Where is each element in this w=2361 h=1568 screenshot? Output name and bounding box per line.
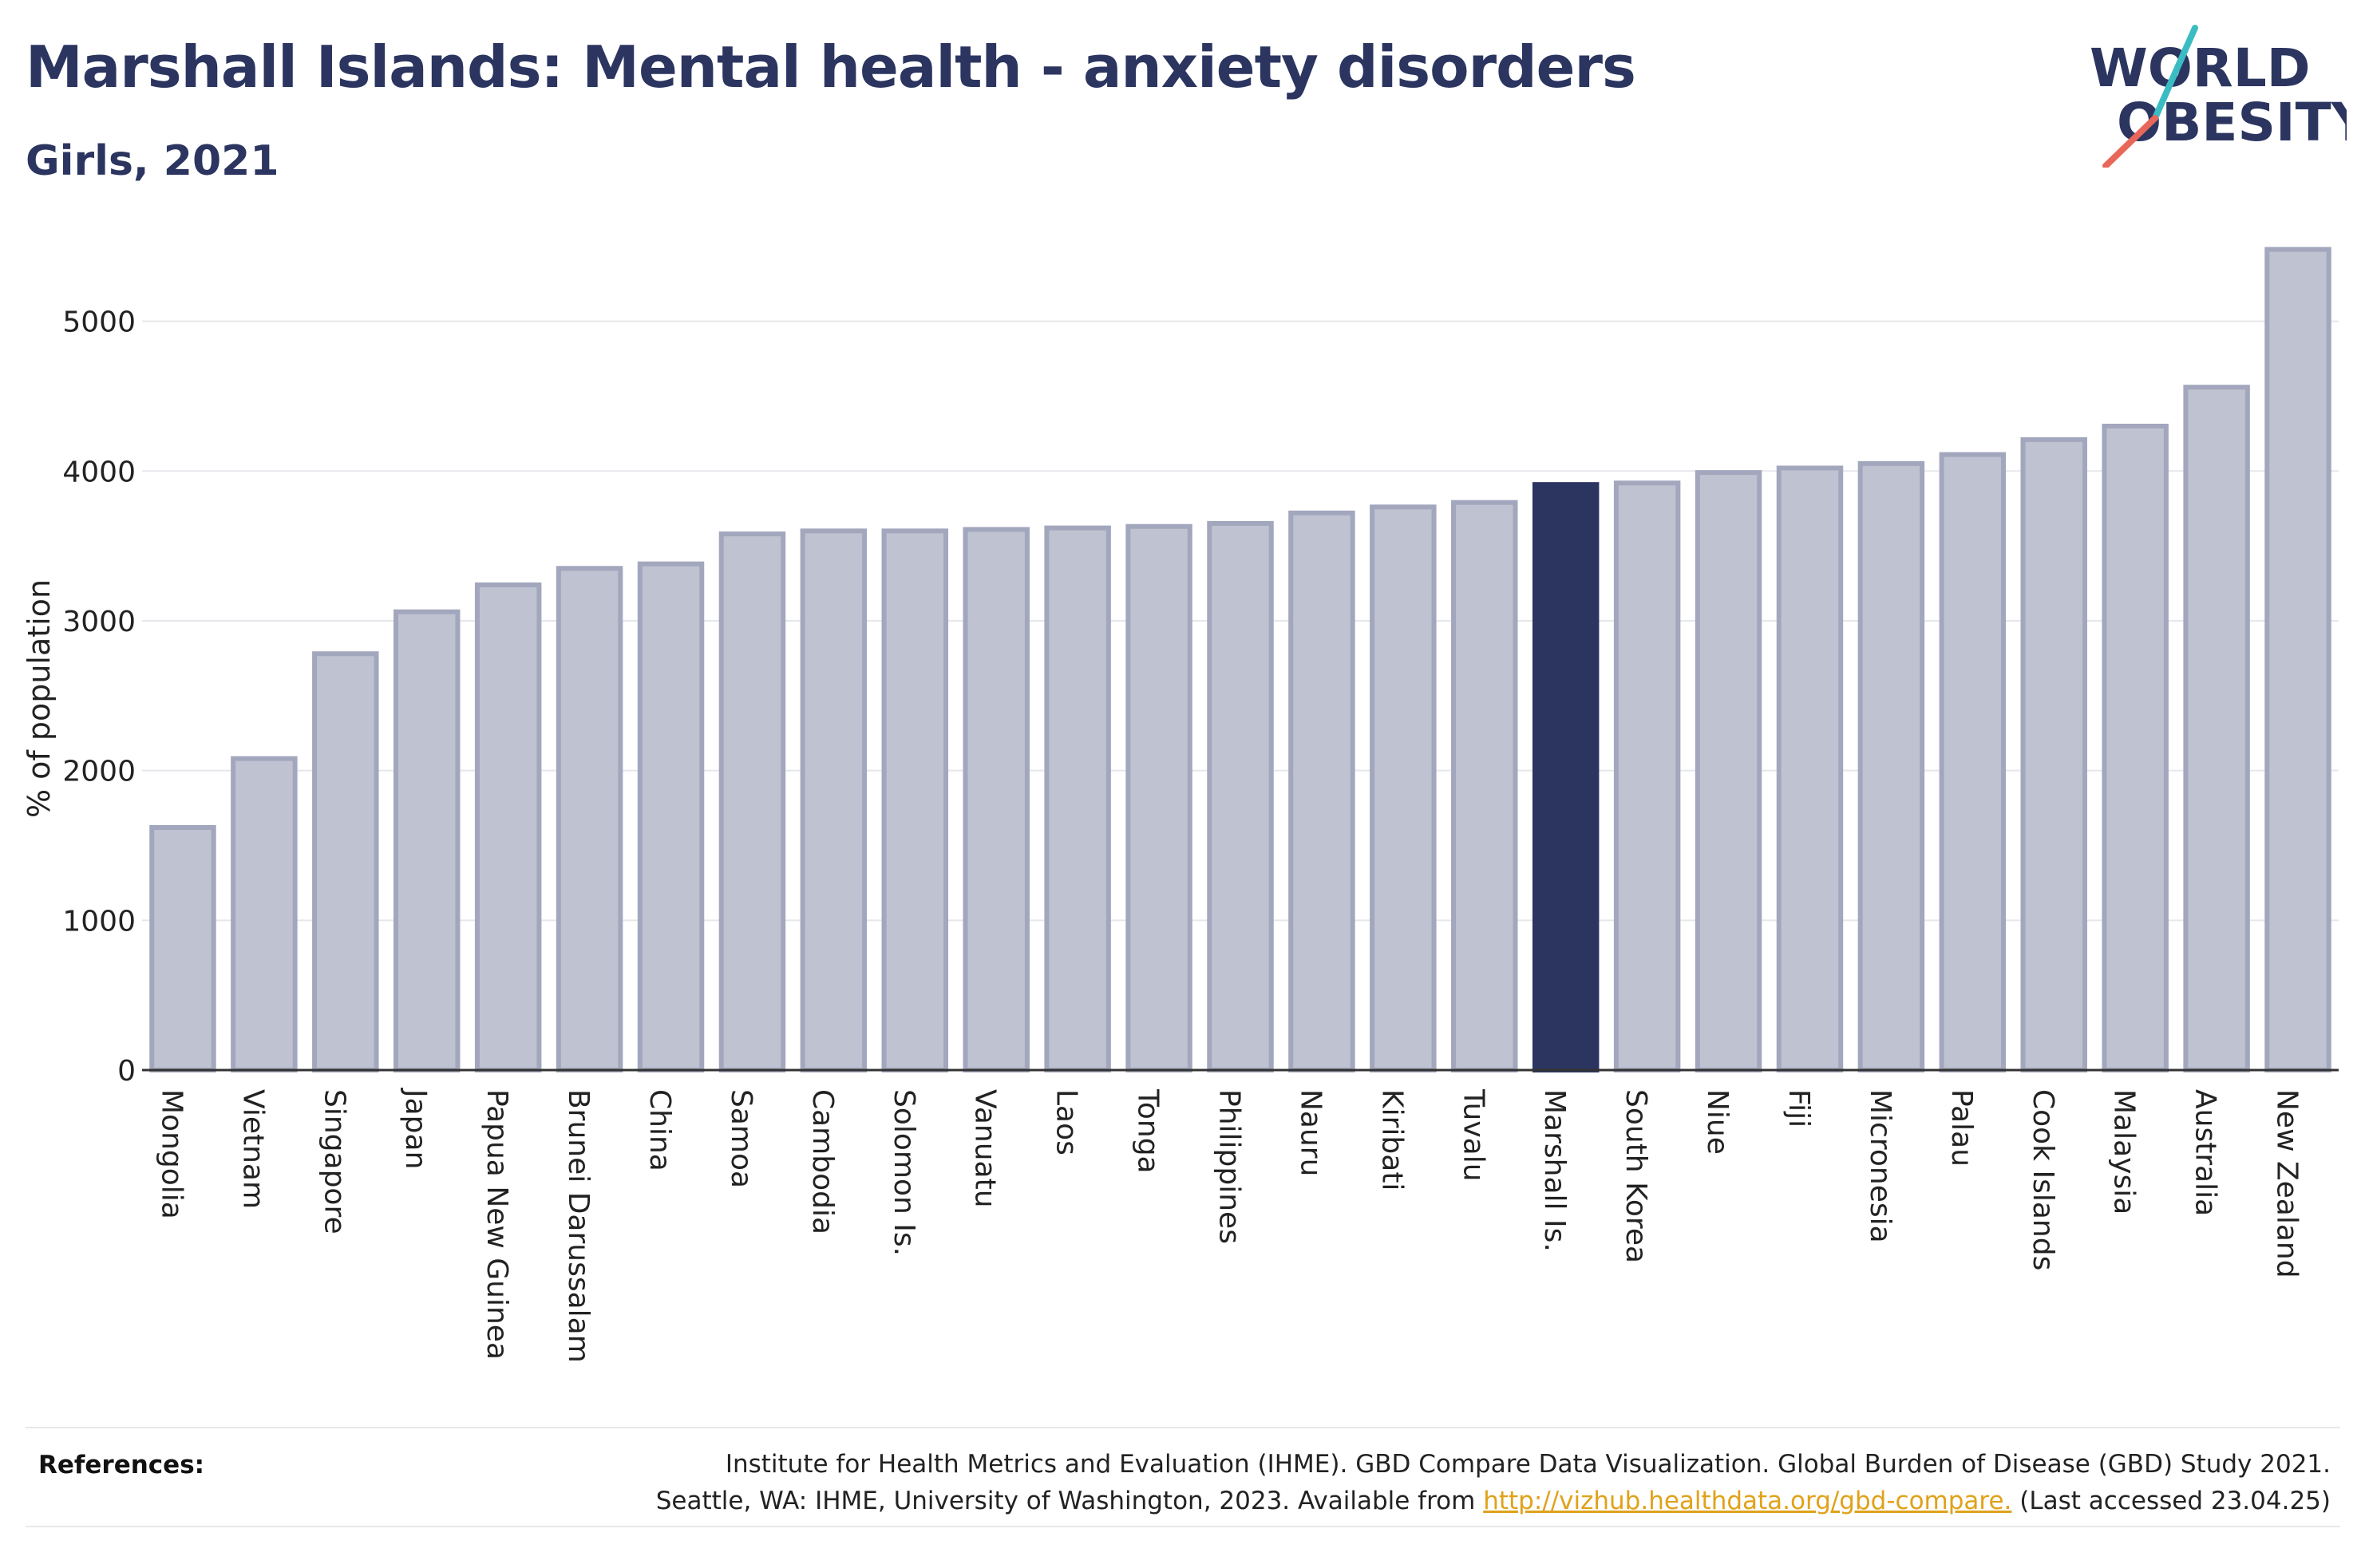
bar-vietnam <box>231 756 298 1073</box>
bar-cook-islands <box>2020 436 2087 1072</box>
bar-palau <box>1939 452 2007 1072</box>
x-tick-label: Tuvalu <box>1457 1088 1489 1182</box>
references-line-2-prefix: Seattle, WA: IHME, University of Washing… <box>655 1487 1484 1515</box>
bar-papua-new-guinea <box>474 582 542 1072</box>
y-tick-label: 5000 <box>62 306 136 339</box>
bar-tuvalu <box>1451 500 1518 1072</box>
bar-micronesia <box>1857 460 1925 1072</box>
x-tick-label: Marshall Is. <box>1538 1089 1571 1252</box>
x-tick-label: Niue <box>1701 1089 1734 1155</box>
references-label: References: <box>38 1451 205 1479</box>
x-tick-label: Fiji <box>1782 1089 1815 1128</box>
references-line-2-suffix: (Last accessed 23.04.25) <box>2011 1487 2331 1515</box>
x-tick-label: Nauru <box>1294 1089 1327 1176</box>
x-tick-label: Japan <box>399 1088 432 1169</box>
references-divider-top <box>26 1427 2340 1428</box>
bar-philippines <box>1207 520 1274 1072</box>
x-tick-label: Laos <box>1050 1089 1083 1155</box>
x-tick-label: Samoa <box>725 1089 757 1188</box>
x-tick-label: South Korea <box>1619 1089 1652 1263</box>
bar-tonga <box>1125 523 1192 1072</box>
references-line-2: Seattle, WA: IHME, University of Washing… <box>495 1483 2331 1519</box>
bar-mongolia <box>149 824 216 1072</box>
bar-niue <box>1695 470 1762 1072</box>
x-tick-label: Tonga <box>1132 1088 1165 1174</box>
logo-text-world: WORLD <box>2090 38 2311 99</box>
x-tick-label: New Zealand <box>2271 1089 2304 1278</box>
bar-laos <box>1044 525 1111 1072</box>
bar-fiji <box>1776 465 1844 1072</box>
y-axis-label: % of population <box>22 579 57 818</box>
x-tick-label: Singapore <box>318 1089 350 1234</box>
y-tick-label: 1000 <box>62 905 136 938</box>
y-tick-label: 4000 <box>62 456 136 488</box>
x-tick-label: Kiribati <box>1375 1089 1408 1191</box>
bar-singapore <box>312 651 379 1072</box>
bar-marshall-is <box>1532 482 1600 1072</box>
x-tick-label: Vanuatu <box>969 1089 1002 1208</box>
bar-cambodia <box>800 528 868 1072</box>
x-tick-label: Malaysia <box>2108 1089 2141 1215</box>
bar-japan <box>394 609 461 1072</box>
x-tick-label: Brunei Darussalam <box>562 1089 595 1363</box>
x-tick-label: Solomon Is. <box>888 1089 920 1256</box>
bar-australia <box>2183 385 2250 1072</box>
references-divider-bottom <box>26 1526 2340 1527</box>
references-line-1: Institute for Health Metrics and Evaluat… <box>725 1450 2331 1479</box>
logo-slash-teal <box>2152 25 2198 121</box>
x-tick-label: Cook Islands <box>2027 1089 2059 1270</box>
world-obesity-logo: WORLD OBESITY <box>2090 25 2347 168</box>
bars-layer <box>149 247 2331 1073</box>
x-tick-label: Palau <box>1945 1089 1978 1167</box>
x-tick-label: China <box>643 1089 676 1171</box>
bar-chart: 0 1000 2000 3000 4000 5000 Mongolia Vietnam Sing… <box>22 247 2339 1363</box>
x-tick-label: Papua New Guinea <box>481 1089 513 1360</box>
bar-vanuatu <box>963 527 1030 1072</box>
bar-brunei-darussalam <box>556 566 623 1072</box>
chart-title: Marshall Islands: Mental health - anxiet… <box>26 34 1636 101</box>
y-tick-label: 2000 <box>62 756 136 788</box>
x-tick-label: Mongolia <box>155 1089 188 1219</box>
bar-solomon-is <box>881 528 949 1072</box>
bar-nauru <box>1288 510 1355 1072</box>
chart-subtitle: Girls, 2021 <box>26 137 279 185</box>
bar-kiribati <box>1370 504 1437 1072</box>
labels-layer: 0 1000 2000 3000 4000 5000 Mongolia Vietnam Sing… <box>62 306 2303 1363</box>
x-tick-label: Vietnam <box>236 1089 269 1209</box>
bar-malaysia <box>2102 423 2169 1072</box>
x-tick-label: Australia <box>2189 1089 2222 1216</box>
bar-south-korea <box>1613 480 1681 1072</box>
x-tick-label: Philippines <box>1213 1089 1246 1244</box>
x-tick-label: Cambodia <box>806 1089 839 1234</box>
bar-new-zealand <box>2264 247 2331 1072</box>
logo-slash-red <box>2102 115 2158 168</box>
y-tick-label: 0 <box>117 1055 136 1088</box>
references-text: Institute for Health Metrics and Evaluat… <box>495 1446 2331 1519</box>
bar-china <box>637 561 705 1072</box>
bar-samoa <box>718 531 786 1072</box>
x-tick-label: Micronesia <box>1864 1089 1896 1243</box>
references-link[interactable]: http://vizhub.healthdata.org/gbd-compare… <box>1483 1487 2012 1515</box>
y-tick-label: 3000 <box>62 606 136 638</box>
